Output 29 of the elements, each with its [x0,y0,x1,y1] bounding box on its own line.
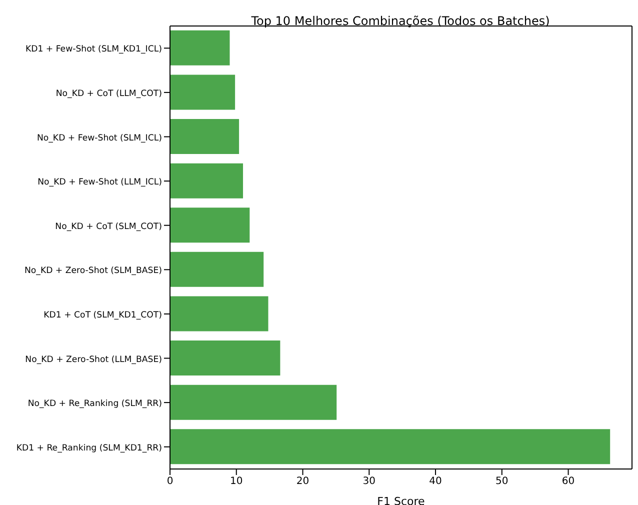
y-tick-label: KD1 + Few-Shot (SLM_KD1_ICL) [25,44,162,55]
y-tick-label: No_KD + Zero-Shot (SLM_BASE) [24,266,162,276]
y-tick-label: No_KD + Few-Shot (SLM_ICL) [36,133,162,144]
chart-title: Top 10 Melhores Combinações (Todos os Batches) [250,14,551,28]
bar [170,163,244,198]
bar [170,74,236,110]
bar [170,119,240,154]
x-tick-label: 10 [230,476,243,488]
y-tick-label: No_KD + Zero-Shot (LLM_BASE) [25,354,162,365]
y-tick-label: No_KD + CoT (SLM_COT) [55,222,162,232]
x-tick-label: 60 [562,476,575,488]
y-tick-label: No_KD + Few-Shot (LLM_ICL) [38,178,162,188]
bar [170,340,280,376]
x-tick-label: 30 [362,476,376,488]
bar [170,296,268,332]
bar [170,208,250,243]
y-tick-label: No_KD + Re_Ranking (SLM_RR) [28,399,162,410]
bar [170,252,264,287]
x-axis-title: F1 Score [377,495,426,505]
y-tick-label: KD1 + Re_Ranking (SLM_KD1_RR) [16,443,162,454]
x-tick-label: 50 [496,476,508,488]
bar [170,429,610,464]
x-tick-label: 0 [166,476,174,488]
bar [170,384,337,420]
y-tick-label: No_KD + CoT (LLM_COT) [56,88,162,99]
y-tick-label: KD1 + CoT (SLM_KD1_COT) [44,310,162,320]
x-tick-label: 20 [296,476,310,488]
x-tick-label: 40 [429,476,442,488]
bar [170,30,230,66]
